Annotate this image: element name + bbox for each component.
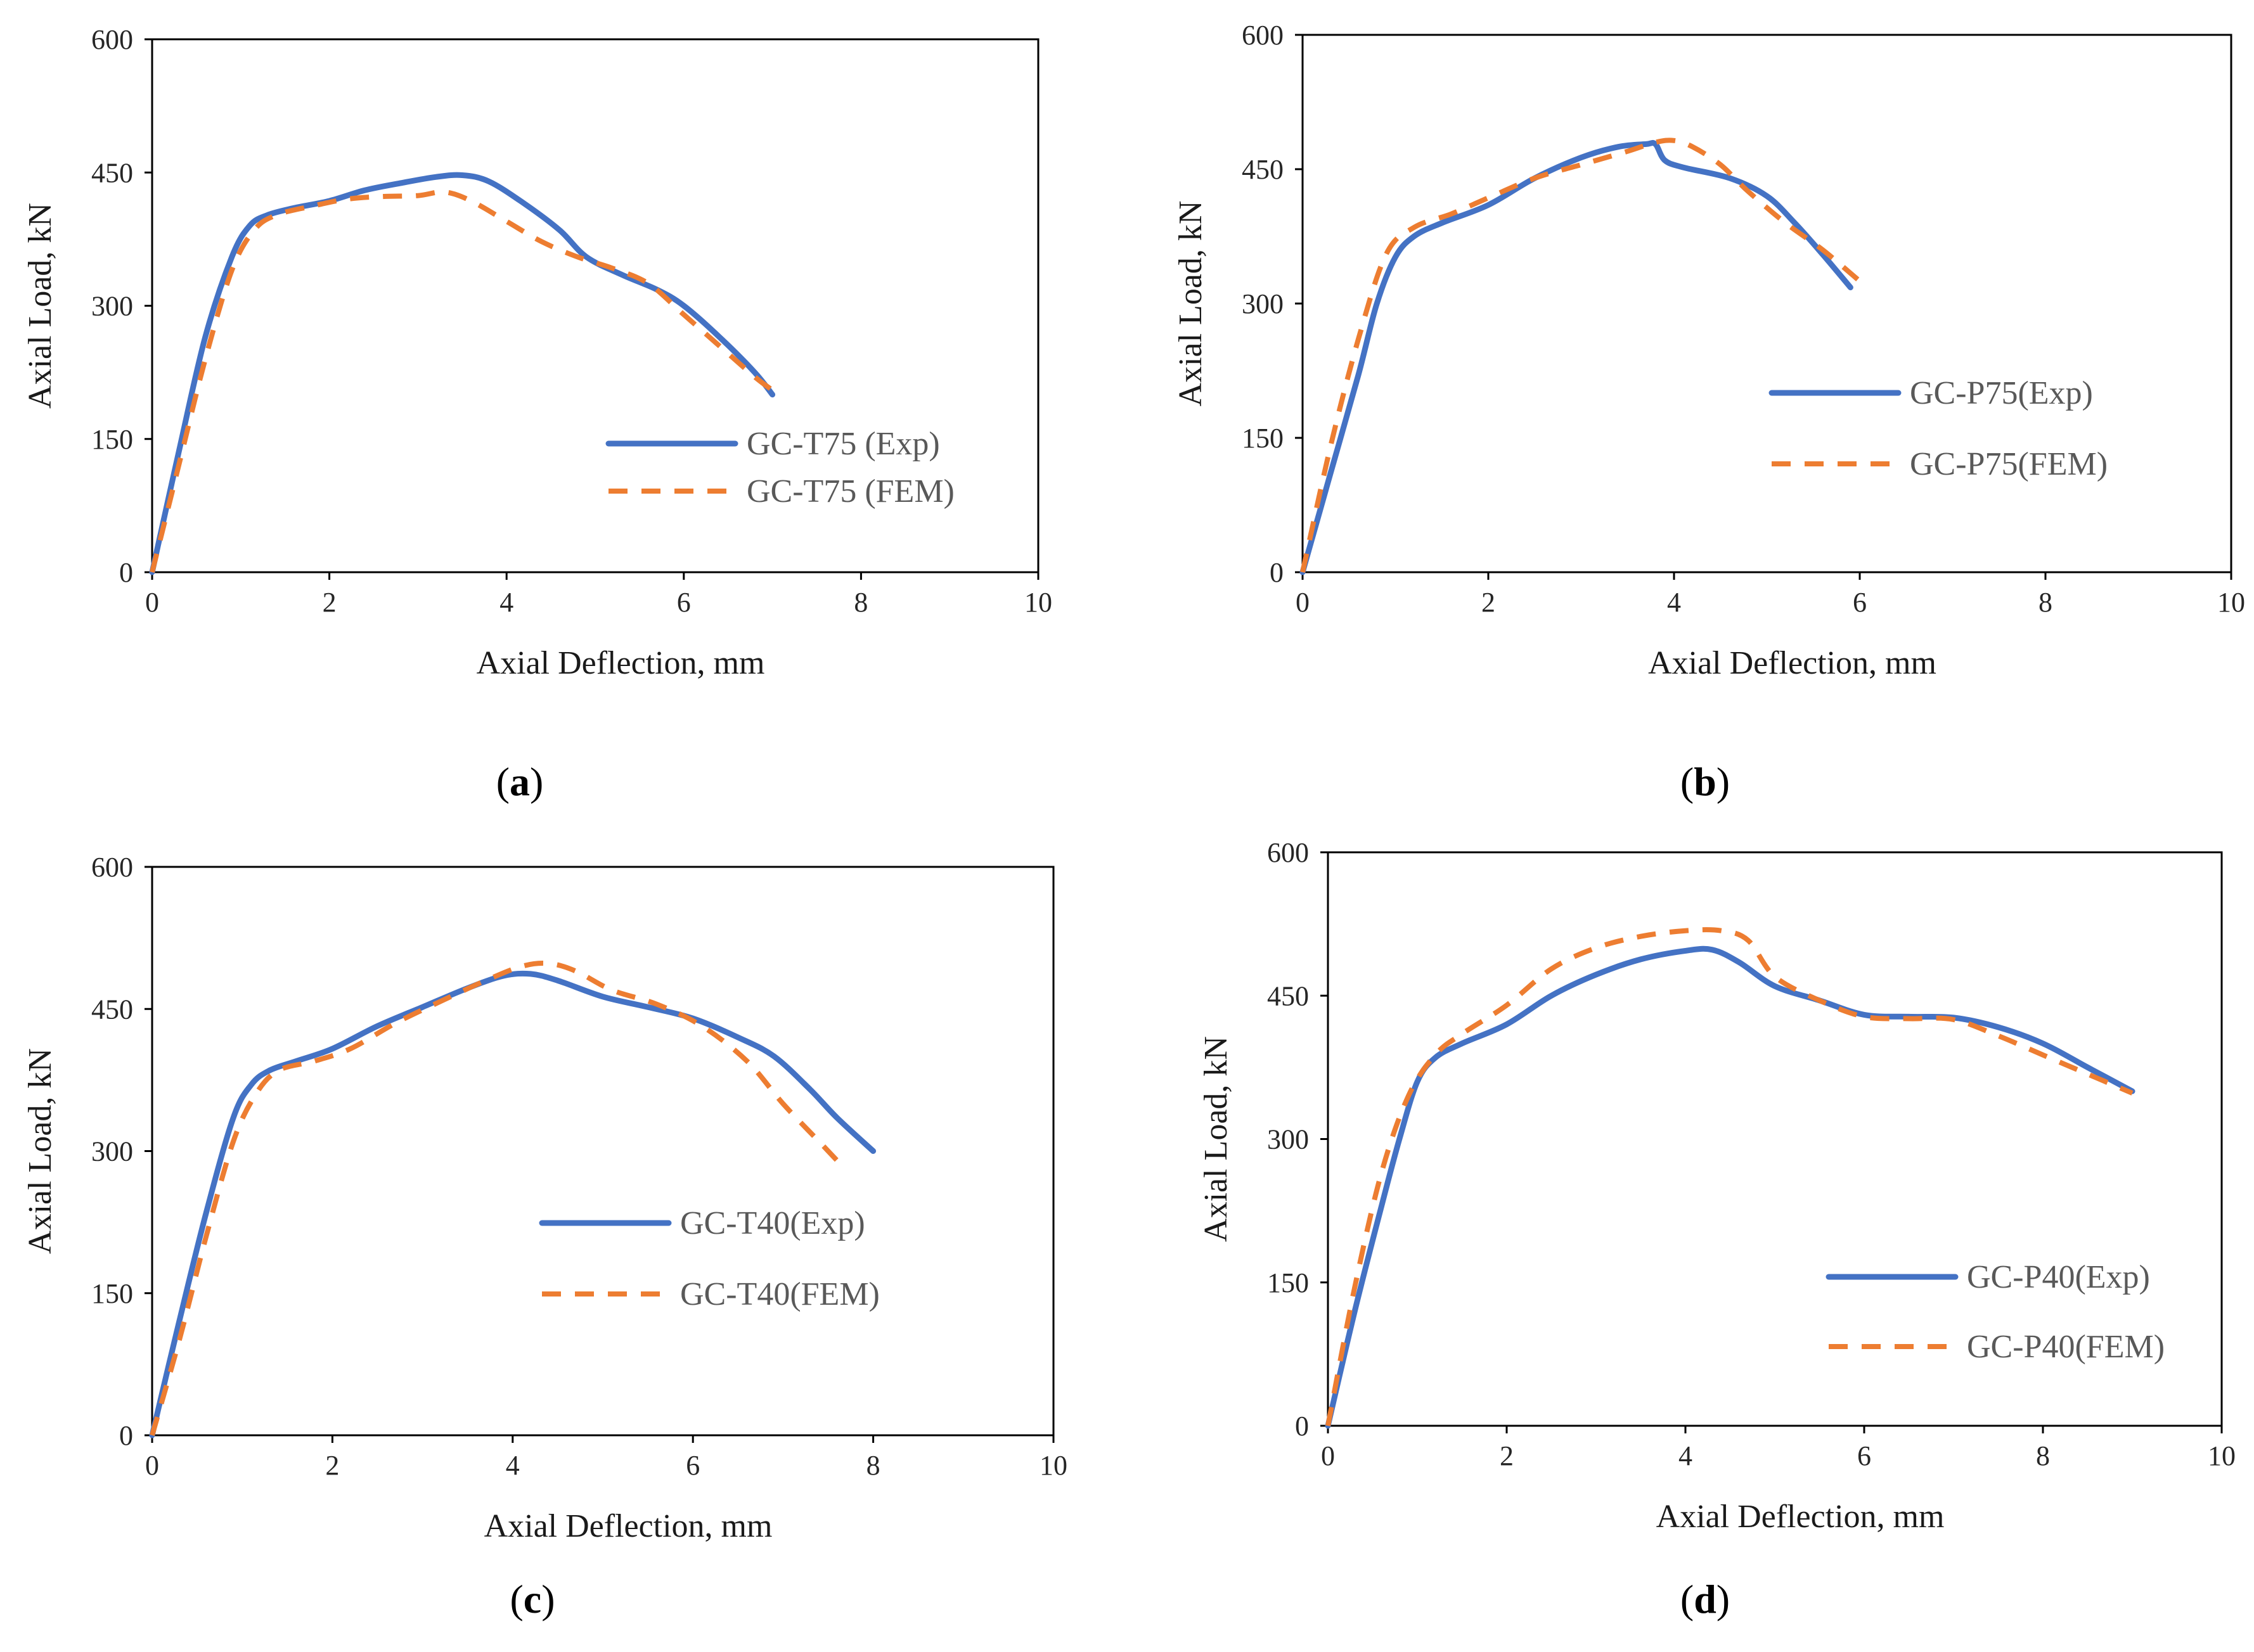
- x-tick-label: 0: [1321, 1440, 1335, 1471]
- chart-panel-d: 0 150 300 450 600 0 2 4 6 8 10 Axial Deflection, mm…: [1198, 837, 2236, 1622]
- y-tick-label: 150: [1242, 423, 1284, 454]
- series-line-exp: [149, 172, 776, 575]
- series-line-exp: [1325, 945, 2135, 1429]
- caption-letter: a: [510, 759, 530, 804]
- caption-letter: c: [524, 1577, 541, 1622]
- legend: GC-T75 (Exp) GC-T75 (FEM): [605, 426, 955, 509]
- x-tick-label: 8: [2038, 587, 2052, 618]
- x-tick-label: 6: [1853, 587, 1867, 618]
- caption-open-paren: (: [496, 759, 510, 804]
- y-tick-label: 450: [1242, 154, 1284, 185]
- y-tick-label: 300: [91, 291, 133, 322]
- legend-label-fem: GC-T40(FEM): [680, 1276, 880, 1312]
- series-line-fem: [150, 189, 774, 573]
- x-tick-label: 8: [2036, 1440, 2050, 1471]
- x-axis-title: Axial Deflection, mm: [477, 645, 765, 681]
- caption-open-paren: (: [1680, 1577, 1694, 1622]
- legend: GC-P40(Exp) GC-P40(FEM): [1826, 1259, 2165, 1365]
- series-line-fem: [1300, 138, 1862, 573]
- caption-open-paren: (: [510, 1577, 523, 1622]
- y-axis-title: Axial Load, kN: [22, 203, 58, 409]
- x-tick-label: 10: [1024, 587, 1052, 618]
- series-line-exp: [1299, 139, 1853, 575]
- legend-label-exp: GC-T75 (Exp): [747, 426, 940, 462]
- panel-caption: (b): [1680, 759, 1730, 804]
- y-tick-label: 600: [91, 852, 133, 883]
- x-tick-label: 6: [1857, 1440, 1871, 1471]
- caption-close-paren: ): [541, 1577, 555, 1622]
- x-axis-title: Axial Deflection, mm: [1656, 1499, 1945, 1535]
- y-axis-title: Axial Load, kN: [1198, 1036, 1234, 1242]
- caption-letter: d: [1694, 1577, 1716, 1622]
- x-tick-label: 4: [506, 1450, 520, 1481]
- y-axis-title: Axial Load, kN: [22, 1048, 58, 1254]
- caption-close-paren: ): [1716, 1577, 1730, 1622]
- y-tick-label: 0: [1295, 1411, 1309, 1442]
- caption-close-paren: ): [1716, 759, 1730, 804]
- legend-label-exp: GC-P75(Exp): [1910, 375, 2093, 411]
- x-tick-label: 10: [1040, 1450, 1067, 1481]
- chart-panel-b: 0 150 300 450 600 0 2 4 6 8 10 Axial Deflection, mm…: [1173, 20, 2245, 804]
- series-line-fem: [1325, 927, 2134, 1426]
- x-tick-label: 0: [1296, 587, 1310, 618]
- y-tick-label: 0: [119, 1420, 133, 1451]
- x-tick-label: 8: [866, 1450, 880, 1481]
- x-axis-title: Axial Deflection, mm: [484, 1508, 773, 1544]
- y-tick-label: 600: [91, 24, 133, 55]
- chart-panel-a: 0 150 300 450 600 0 2 4 6 8 10 Axial Deflection, mm…: [22, 24, 1052, 804]
- legend-label-exp: GC-P40(Exp): [1967, 1259, 2150, 1295]
- legend: GC-P75(Exp) GC-P75(FEM): [1768, 375, 2108, 482]
- x-axis-title: Axial Deflection, mm: [1648, 645, 1936, 681]
- x-tick-label: 4: [1678, 1440, 1692, 1471]
- y-tick-label: 0: [119, 557, 133, 588]
- chart-panel-c: 0 150 300 450 600 0 2 4 6 8 10 Axial Deflection, mm…: [22, 852, 1067, 1622]
- caption-open-paren: (: [1680, 759, 1694, 804]
- y-tick-label: 450: [91, 157, 133, 188]
- x-tick-label: 10: [2208, 1440, 2236, 1471]
- x-tick-label: 6: [686, 1450, 700, 1481]
- y-tick-label: 300: [91, 1136, 133, 1167]
- panel-caption: (c): [510, 1577, 555, 1622]
- y-tick-label: 300: [1267, 1124, 1309, 1155]
- panel-caption: (a): [496, 759, 544, 804]
- caption-letter: b: [1694, 759, 1716, 804]
- y-tick-label: 450: [1267, 980, 1309, 1011]
- legend: GC-T40(Exp) GC-T40(FEM): [539, 1205, 880, 1312]
- y-tick-label: 150: [91, 424, 133, 455]
- x-tick-label: 6: [677, 587, 691, 618]
- x-tick-label: 2: [1481, 587, 1495, 618]
- y-axis-title: Axial Load, kN: [1173, 201, 1209, 407]
- y-tick-label: 450: [91, 994, 133, 1025]
- y-tick-label: 600: [1242, 20, 1284, 51]
- y-tick-label: 150: [91, 1278, 133, 1309]
- x-tick-label: 2: [323, 587, 337, 618]
- legend-label-exp: GC-T40(Exp): [680, 1205, 865, 1241]
- y-tick-label: 300: [1242, 288, 1284, 319]
- x-tick-label: 10: [2217, 587, 2245, 618]
- y-tick-label: 600: [1267, 837, 1309, 868]
- x-tick-label: 4: [1667, 587, 1681, 618]
- legend-label-fem: GC-P40(FEM): [1967, 1329, 2165, 1365]
- y-tick-label: 0: [1270, 557, 1284, 588]
- x-tick-label: 2: [1500, 1440, 1514, 1471]
- x-tick-label: 0: [145, 587, 159, 618]
- panel-caption: (d): [1680, 1577, 1730, 1622]
- legend-label-fem: GC-P75(FEM): [1910, 446, 2108, 482]
- x-tick-label: 8: [854, 587, 868, 618]
- x-tick-label: 2: [325, 1450, 339, 1481]
- legend-label-fem: GC-T75 (FEM): [747, 473, 955, 509]
- x-tick-label: 0: [145, 1450, 159, 1481]
- x-tick-label: 4: [499, 587, 513, 618]
- y-tick-label: 150: [1267, 1267, 1309, 1298]
- caption-close-paren: ): [530, 759, 543, 804]
